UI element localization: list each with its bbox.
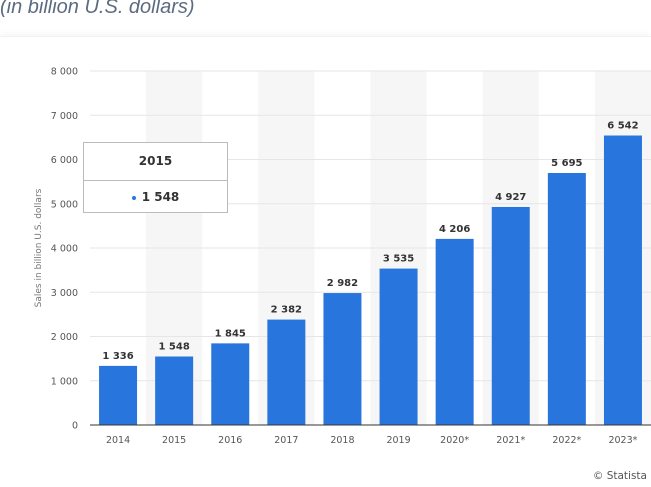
data-label: 1 548 bbox=[158, 342, 189, 353]
data-label: 5 695 bbox=[551, 158, 582, 169]
tooltip-category: 2015 bbox=[84, 143, 227, 181]
chart-subtitle: (in billion U.S. dollars) bbox=[0, 0, 195, 18]
data-label: 1 845 bbox=[215, 328, 246, 339]
bar-2021* bbox=[491, 206, 530, 425]
x-tick-label: 2017 bbox=[274, 435, 298, 446]
data-label: 6 542 bbox=[607, 121, 638, 132]
x-tick-label: 2020* bbox=[440, 435, 469, 446]
x-tick-label: 2016 bbox=[218, 435, 242, 446]
tooltip-value: 1 548 bbox=[141, 190, 180, 204]
bar-2018 bbox=[323, 293, 362, 425]
y-tick-label: 8 000 bbox=[51, 67, 78, 78]
bar-2022* bbox=[547, 172, 586, 425]
y-tick-label: 4 000 bbox=[51, 244, 78, 255]
data-label: 4 206 bbox=[439, 224, 470, 235]
statista-credit[interactable]: © Statista bbox=[592, 470, 647, 482]
x-tick-label: 2021* bbox=[496, 435, 525, 446]
x-tick-label: 2023* bbox=[608, 435, 637, 446]
bar-2019 bbox=[379, 268, 418, 425]
bar-2020* bbox=[435, 238, 474, 425]
bar-2016 bbox=[211, 343, 250, 425]
y-tick-label: 6 000 bbox=[51, 155, 78, 166]
x-tick-label: 2019 bbox=[386, 435, 410, 446]
y-tick-label: 5 000 bbox=[51, 199, 78, 210]
x-tick-label: 2018 bbox=[330, 435, 354, 446]
y-tick-label: 2 000 bbox=[51, 332, 78, 343]
data-label: 2 982 bbox=[327, 278, 358, 289]
x-tick-label: 2014 bbox=[106, 435, 130, 446]
y-tick-label: 1 000 bbox=[51, 376, 78, 387]
bar-2017 bbox=[267, 319, 306, 425]
y-tick-label: 7 000 bbox=[51, 111, 78, 122]
bar-2023* bbox=[603, 135, 642, 426]
x-tick-label: 2015 bbox=[162, 435, 186, 446]
data-label: 2 382 bbox=[271, 305, 302, 316]
data-label: 3 535 bbox=[383, 254, 414, 265]
y-axis-label: Sales in billion U.S. dollars bbox=[34, 188, 44, 307]
tooltip-value-row: 1 548 bbox=[84, 181, 227, 214]
x-tick-label: 2022* bbox=[552, 435, 581, 446]
data-label: 4 927 bbox=[495, 192, 526, 203]
series-dot-icon bbox=[131, 195, 136, 200]
y-tick-label: 0 bbox=[72, 421, 78, 432]
tooltip: 2015 1 548 bbox=[83, 142, 228, 213]
data-label: 1 336 bbox=[102, 351, 133, 362]
bar-2015 bbox=[155, 356, 194, 425]
y-tick-label: 3 000 bbox=[51, 288, 78, 299]
bar-2014 bbox=[99, 365, 138, 425]
